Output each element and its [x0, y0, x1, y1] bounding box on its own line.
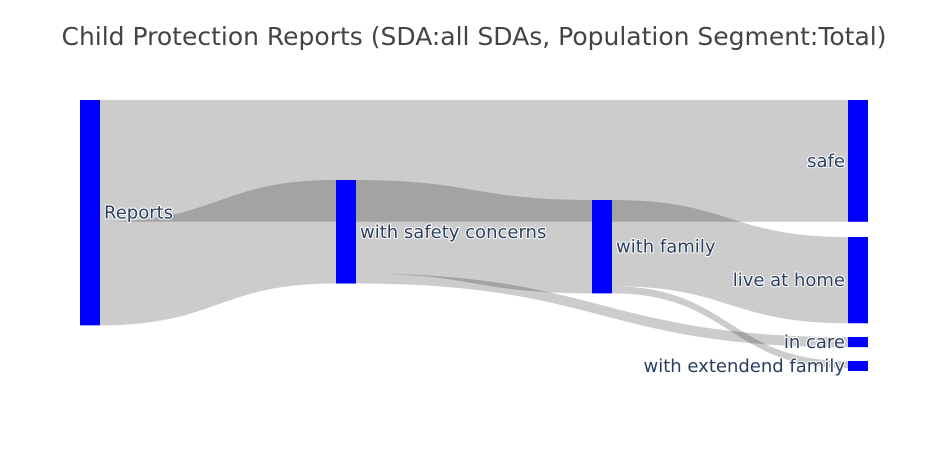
node-extended[interactable] [848, 361, 868, 371]
node-reports[interactable] [80, 100, 100, 326]
link-concerns-to-family[interactable] [356, 180, 592, 294]
link-concerns-to-care[interactable] [356, 273, 848, 348]
labels-layer: Reports with safety concerns with family sa… [103, 150, 846, 378]
link-reports-to-safe[interactable] [100, 100, 848, 222]
node-safe[interactable] [848, 100, 868, 222]
link-reports-to-concerns[interactable] [100, 180, 336, 326]
chart-title: Child Protection Reports (SDA:all SDAs, … [61, 22, 887, 51]
node-label-family: with family [616, 237, 716, 258]
nodes-layer [80, 100, 868, 371]
links-layer [100, 100, 848, 369]
node-home[interactable] [848, 237, 868, 324]
node-label-home: live at home [733, 270, 845, 291]
node-family[interactable] [592, 200, 612, 294]
node-label-extended: with extendend family [644, 356, 846, 377]
node-label-reports: Reports [104, 203, 173, 224]
node-label-care: in care [784, 332, 845, 353]
node-concerns[interactable] [336, 180, 356, 284]
node-label-concerns: with safety concerns [360, 222, 546, 243]
node-care[interactable] [848, 337, 868, 348]
link-family-to-home[interactable] [612, 200, 848, 324]
node-label-safe: safe [807, 151, 845, 172]
link-family-to-extended[interactable] [612, 286, 848, 369]
